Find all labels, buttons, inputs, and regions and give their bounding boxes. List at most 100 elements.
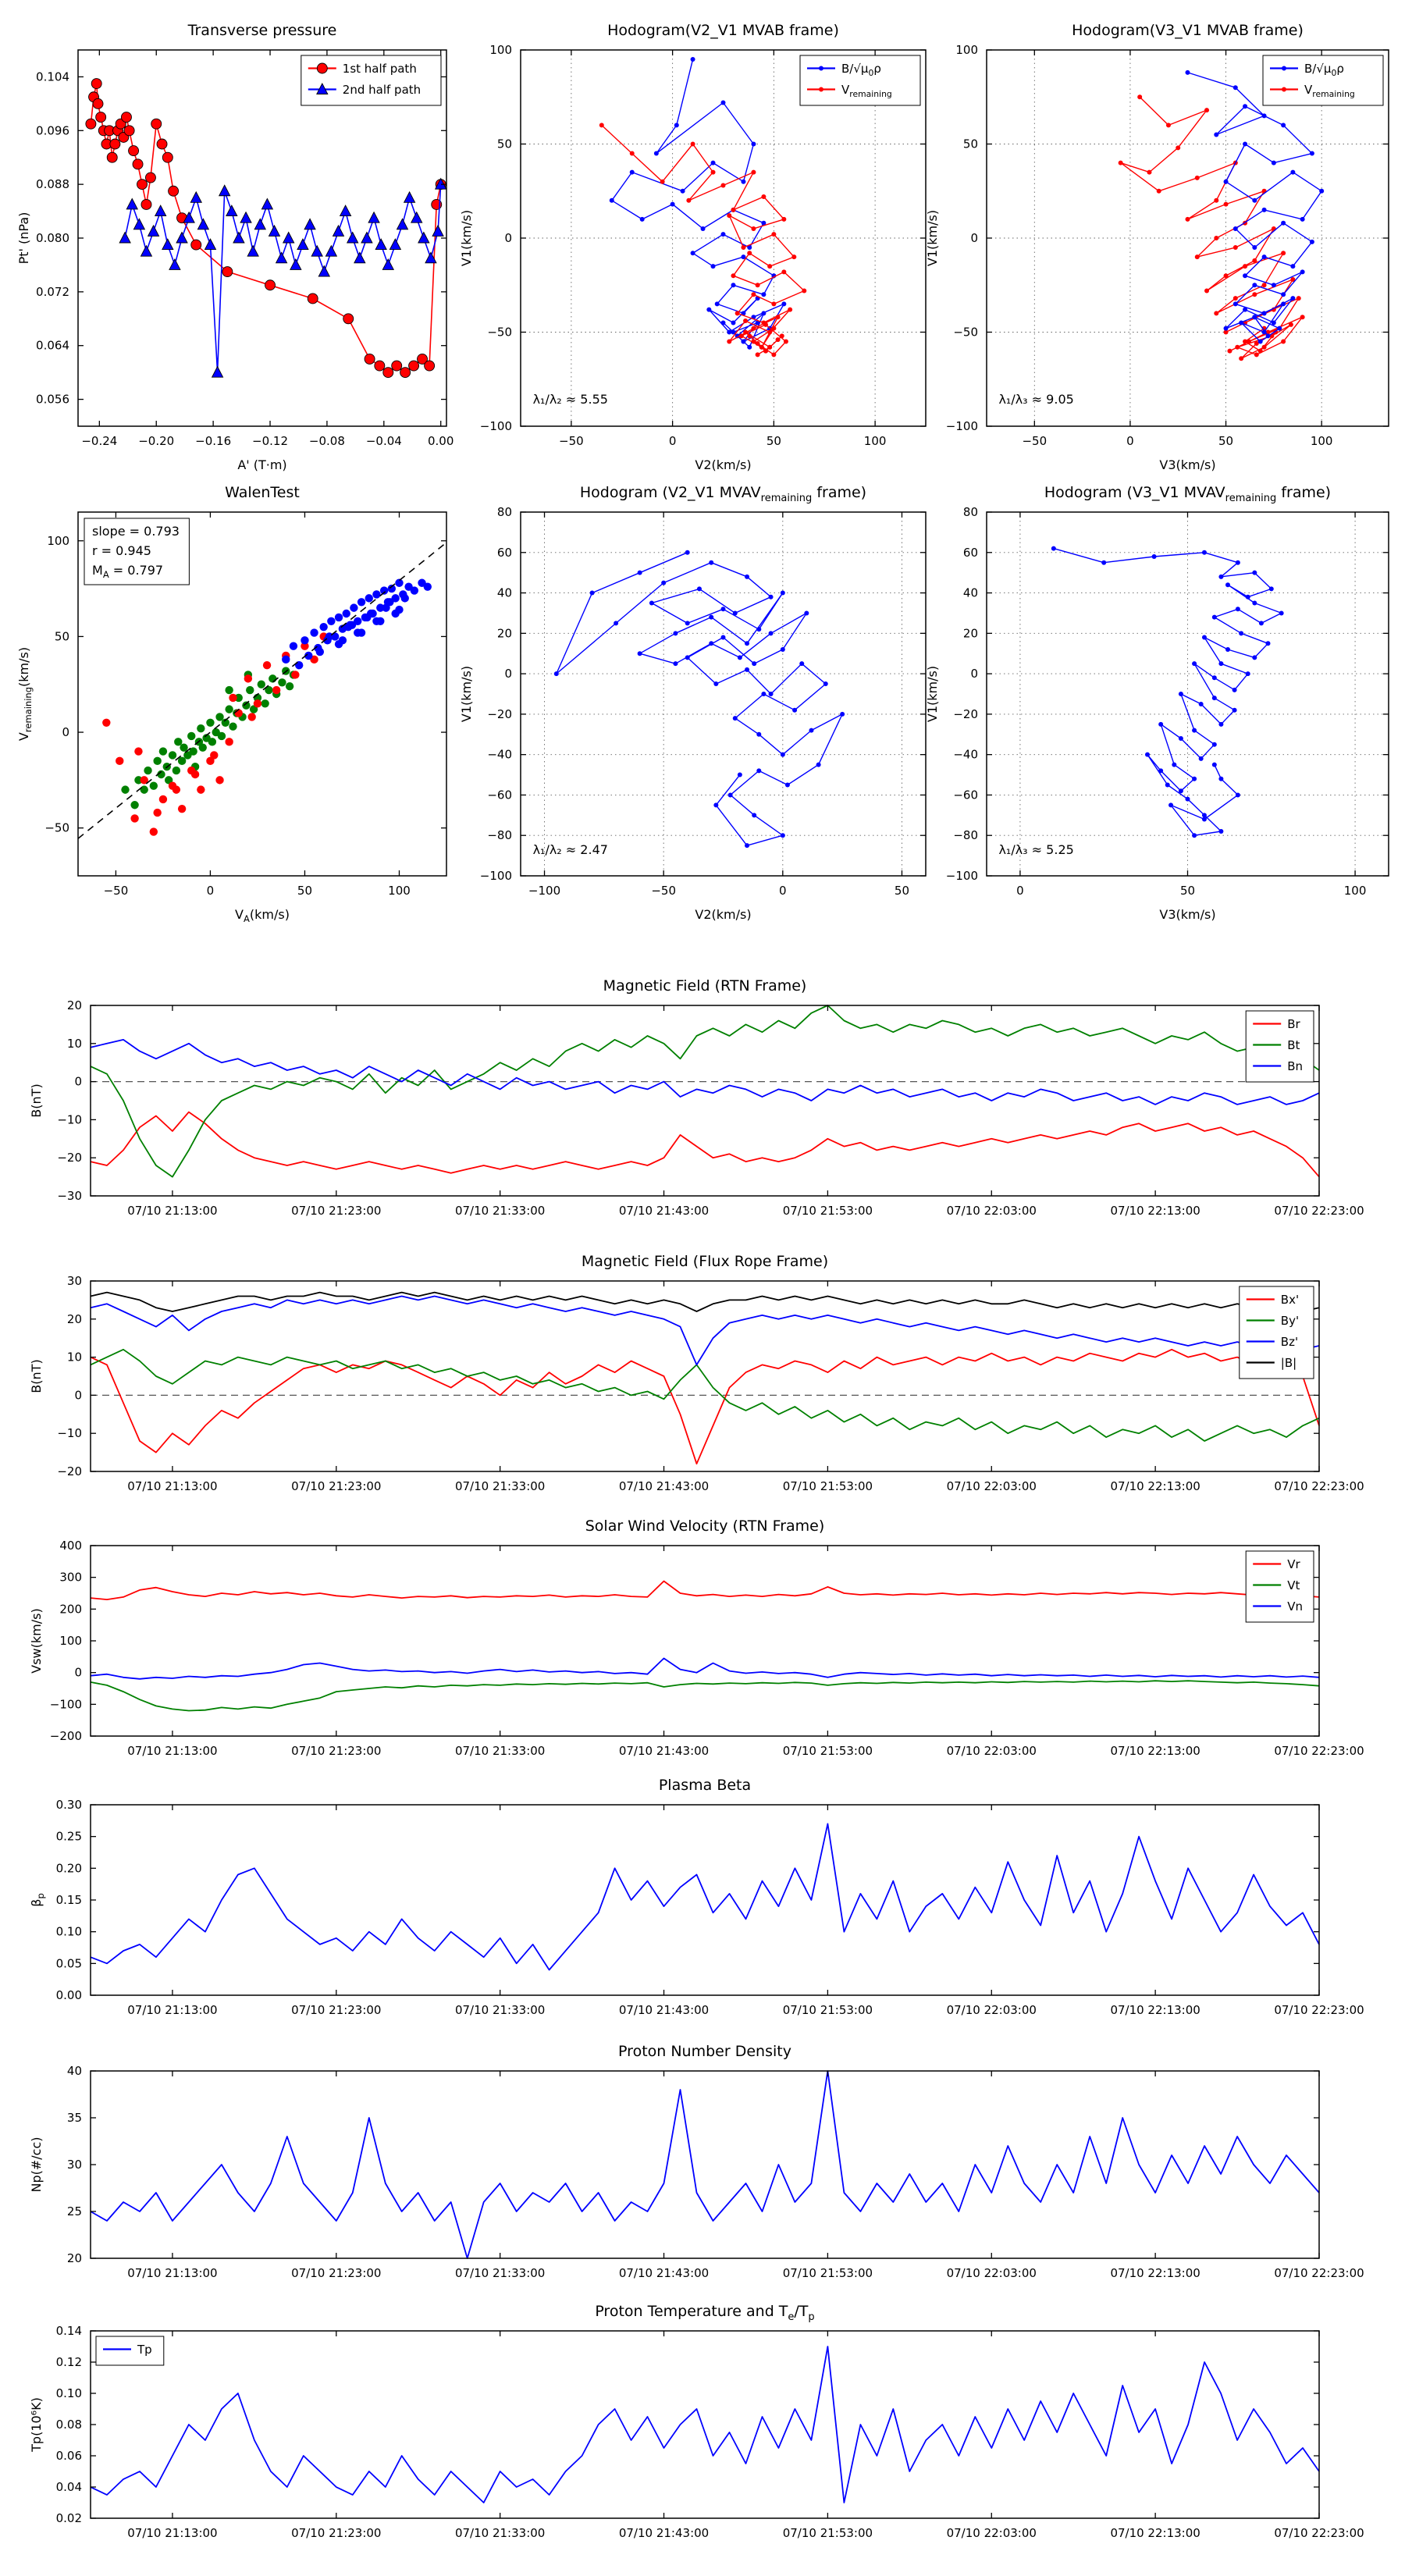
- svg-text:60: 60: [497, 546, 512, 560]
- svg-text:−30: −30: [57, 1189, 82, 1203]
- panel-proton-number-density: 07/10 21:13:00 07/10 21:23:00 07/10 21:33:…: [29, 2064, 1364, 2280]
- svg-text:07/10 22:23:00: 07/10 22:23:00: [1274, 2526, 1364, 2540]
- svg-text:0: 0: [970, 667, 978, 681]
- svg-text:07/10 22:13:00: 07/10 22:13:00: [1110, 1479, 1200, 1493]
- svg-text:0: 0: [1126, 434, 1134, 448]
- svg-text:B/√μ0ρ: B/√μ0ρ: [1304, 62, 1344, 78]
- svg-text:Vremaining: Vremaining: [841, 83, 892, 99]
- svg-text:50: 50: [1218, 434, 1233, 448]
- svg-text:07/10 21:53:00: 07/10 21:53:00: [783, 2526, 873, 2540]
- svg-text:−100: −100: [50, 1697, 82, 1711]
- panel-solar-wind-velocity: 07/10 21:13:00 07/10 21:23:00 07/10 21:33:…: [29, 1539, 1364, 1758]
- svg-text:−0.04: −0.04: [366, 434, 402, 448]
- svg-text:r = 0.945: r = 0.945: [92, 543, 151, 558]
- svg-text:50: 50: [963, 137, 978, 151]
- svg-text:07/10 21:43:00: 07/10 21:43:00: [619, 2526, 709, 2540]
- svg-text:07/10 21:33:00: 07/10 21:33:00: [455, 1479, 545, 1493]
- panel-title-hodogram-v2v1-mvav: Hodogram (V2_V1 MVAVremaining frame): [579, 484, 867, 504]
- svg-text:−20: −20: [953, 707, 978, 721]
- panel-title-solar-wind-velocity: Solar Wind Velocity (RTN Frame): [585, 1517, 825, 1535]
- svg-text:B(nT): B(nT): [29, 1359, 44, 1393]
- svg-text:0.056: 0.056: [36, 393, 69, 407]
- svg-text:100: 100: [388, 884, 411, 898]
- panel-magnetic-field-flux-rope: 07/10 21:13:00 07/10 21:23:00 07/10 21:33:…: [29, 1274, 1364, 1493]
- svg-text:07/10 21:53:00: 07/10 21:53:00: [783, 2003, 873, 2017]
- svg-text:07/10 21:53:00: 07/10 21:53:00: [783, 1744, 873, 1758]
- svg-text:07/10 21:53:00: 07/10 21:53:00: [783, 1204, 873, 1218]
- svg-text:−0.16: −0.16: [195, 434, 231, 448]
- svg-text:50: 50: [895, 884, 909, 898]
- panel-title-magnetic-field-rtn: Magnetic Field (RTN Frame): [603, 977, 807, 994]
- svg-text:200: 200: [59, 1602, 82, 1616]
- svg-text:0.104: 0.104: [36, 69, 69, 84]
- svg-text:07/10 21:53:00: 07/10 21:53:00: [783, 1479, 873, 1493]
- svg-text:0.25: 0.25: [56, 1830, 82, 1844]
- panel-magnetic-field-rtn: 07/10 21:13:00 07/10 21:23:00 07/10 21:33:…: [29, 998, 1364, 1218]
- svg-text:−10: −10: [57, 1112, 82, 1126]
- svg-text:λ₁/λ₃ ≈ 9.05: λ₁/λ₃ ≈ 9.05: [998, 392, 1073, 407]
- svg-text:Tp: Tp: [137, 2343, 152, 2357]
- svg-text:07/10 22:23:00: 07/10 22:23:00: [1274, 2003, 1364, 2017]
- svg-text:30: 30: [67, 2158, 82, 2172]
- panel-title-proton-temperature: Proton Temperature and Te/Tp: [595, 2303, 815, 2323]
- svg-text:Vn: Vn: [1287, 1599, 1303, 1614]
- svg-text:−0.08: −0.08: [309, 434, 345, 448]
- svg-text:40: 40: [497, 586, 512, 600]
- svg-text:−80: −80: [487, 828, 512, 842]
- svg-text:07/10 21:13:00: 07/10 21:13:00: [127, 2526, 217, 2540]
- svg-text:0.072: 0.072: [36, 285, 69, 299]
- svg-text:0.064: 0.064: [36, 339, 69, 353]
- svg-text:0.096: 0.096: [36, 123, 69, 137]
- svg-text:0.08: 0.08: [56, 2418, 82, 2432]
- svg-text:−200: −200: [50, 1729, 82, 1743]
- svg-text:35: 35: [67, 2111, 82, 2125]
- svg-text:Vr: Vr: [1287, 1557, 1300, 1571]
- svg-text:07/10 22:13:00: 07/10 22:13:00: [1110, 1744, 1200, 1758]
- svg-text:50: 50: [767, 434, 781, 448]
- svg-text:Vsw(km/s): Vsw(km/s): [29, 1608, 44, 1673]
- svg-text:Bn: Bn: [1287, 1059, 1303, 1073]
- svg-text:0.14: 0.14: [56, 2324, 82, 2338]
- svg-text:07/10 22:03:00: 07/10 22:03:00: [947, 1204, 1037, 1218]
- svg-text:20: 20: [67, 2251, 82, 2265]
- svg-text:0.088: 0.088: [36, 177, 69, 191]
- svg-text:−0.24: −0.24: [81, 434, 117, 448]
- svg-text:−0.12: −0.12: [252, 434, 288, 448]
- svg-text:07/10 22:03:00: 07/10 22:03:00: [947, 1479, 1037, 1493]
- svg-text:07/10 22:23:00: 07/10 22:23:00: [1274, 1204, 1364, 1218]
- svg-text:−50: −50: [487, 326, 512, 340]
- svg-text:100: 100: [955, 43, 978, 57]
- svg-text:−80: −80: [953, 828, 978, 842]
- svg-text:Vremaining(km/s): Vremaining(km/s): [16, 647, 34, 741]
- svg-text:0: 0: [1016, 884, 1024, 898]
- svg-text:V1(km/s): V1(km/s): [459, 210, 474, 266]
- svg-text:0: 0: [62, 725, 69, 739]
- svg-text:|B|: |B|: [1281, 1356, 1297, 1370]
- svg-text:0.12: 0.12: [56, 2355, 82, 2369]
- svg-text:07/10 22:13:00: 07/10 22:13:00: [1110, 2266, 1200, 2280]
- svg-text:V1(km/s): V1(km/s): [925, 666, 940, 722]
- svg-text:400: 400: [59, 1539, 82, 1553]
- svg-text:07/10 22:03:00: 07/10 22:03:00: [947, 1744, 1037, 1758]
- svg-text:07/10 22:23:00: 07/10 22:23:00: [1274, 1744, 1364, 1758]
- svg-text:−50: −50: [44, 821, 69, 835]
- svg-text:300: 300: [59, 1571, 82, 1585]
- svg-text:30: 30: [67, 1274, 82, 1288]
- svg-text:25: 25: [67, 2204, 82, 2218]
- svg-text:V1(km/s): V1(km/s): [459, 666, 474, 722]
- svg-text:60: 60: [963, 546, 978, 560]
- svg-text:Vremaining: Vremaining: [1304, 83, 1355, 99]
- svg-text:Bz': Bz': [1281, 1335, 1298, 1349]
- panel-title-hodogram-v3v1-mvav: Hodogram (V3_V1 MVAVremaining frame): [1044, 484, 1332, 504]
- svg-text:−40: −40: [953, 748, 978, 762]
- panel-title-magnetic-field-flux-rope: Magnetic Field (Flux Rope Frame): [581, 1253, 829, 1270]
- svg-text:100: 100: [1311, 434, 1333, 448]
- panel-plasma-beta: 07/10 21:13:00 07/10 21:23:00 07/10 21:33:…: [29, 1798, 1364, 2017]
- svg-text:V3(km/s): V3(km/s): [1159, 907, 1215, 922]
- svg-text:0.06: 0.06: [56, 2449, 82, 2463]
- svg-text:50: 50: [497, 137, 512, 151]
- svg-text:0: 0: [504, 667, 512, 681]
- svg-text:0.15: 0.15: [56, 1893, 82, 1907]
- svg-text:0: 0: [74, 1388, 82, 1402]
